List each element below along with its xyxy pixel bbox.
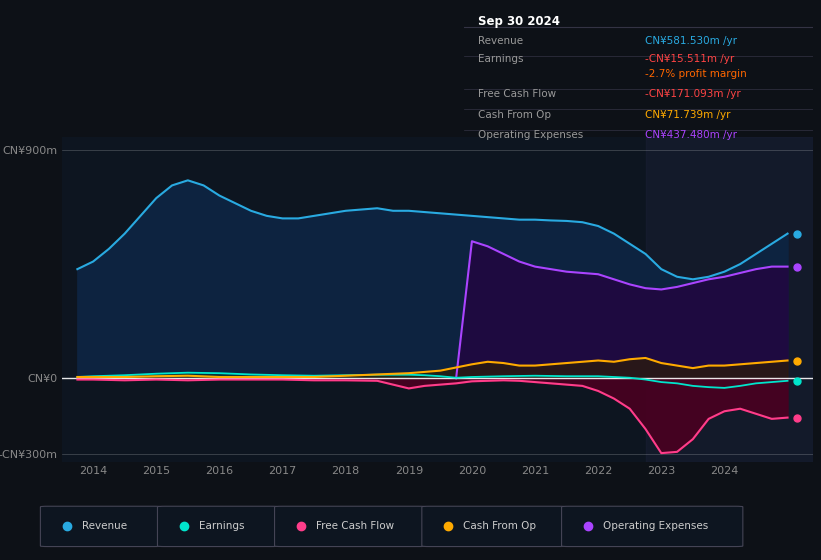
- Text: -CN¥15.511m /yr: -CN¥15.511m /yr: [645, 54, 735, 64]
- FancyBboxPatch shape: [274, 506, 425, 547]
- Text: -CN¥171.093m /yr: -CN¥171.093m /yr: [645, 90, 741, 99]
- Text: Revenue: Revenue: [82, 521, 127, 531]
- Text: Sep 30 2024: Sep 30 2024: [478, 15, 560, 27]
- Text: CN¥71.739m /yr: CN¥71.739m /yr: [645, 110, 731, 119]
- FancyBboxPatch shape: [562, 506, 743, 547]
- FancyBboxPatch shape: [422, 506, 566, 547]
- Text: Cash From Op: Cash From Op: [478, 110, 551, 119]
- Text: Earnings: Earnings: [478, 54, 523, 64]
- Bar: [645, 137, 813, 462]
- Text: Free Cash Flow: Free Cash Flow: [478, 90, 556, 99]
- FancyBboxPatch shape: [158, 506, 278, 547]
- Text: Cash From Op: Cash From Op: [463, 521, 536, 531]
- FancyBboxPatch shape: [40, 506, 161, 547]
- Text: Earnings: Earnings: [199, 521, 245, 531]
- Text: Revenue: Revenue: [478, 36, 523, 45]
- Text: -2.7% profit margin: -2.7% profit margin: [645, 69, 747, 79]
- Text: Operating Expenses: Operating Expenses: [603, 521, 709, 531]
- Text: CN¥581.530m /yr: CN¥581.530m /yr: [645, 36, 737, 45]
- Text: Operating Expenses: Operating Expenses: [478, 130, 583, 139]
- Text: CN¥437.480m /yr: CN¥437.480m /yr: [645, 130, 737, 139]
- Text: Free Cash Flow: Free Cash Flow: [316, 521, 394, 531]
